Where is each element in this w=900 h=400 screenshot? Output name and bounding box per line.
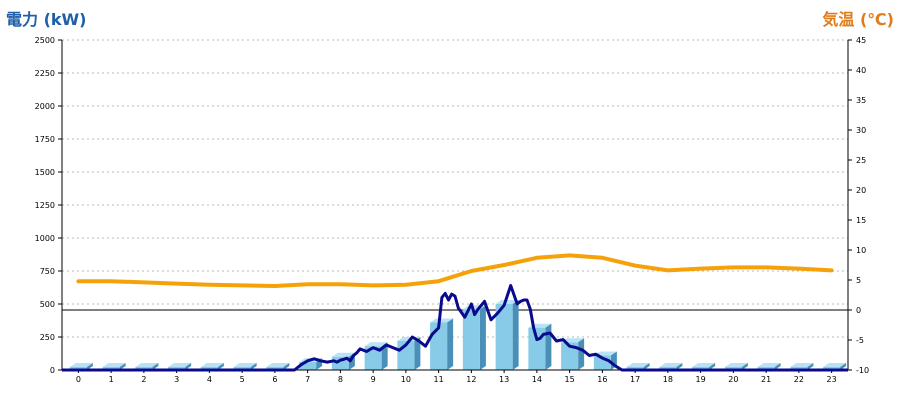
y-tick-label: 250	[40, 333, 55, 342]
bar-top	[430, 318, 454, 323]
x-tick-label: 16	[597, 375, 607, 384]
x-tick-label: 15	[565, 375, 575, 384]
y-tick-label: 2000	[35, 102, 55, 111]
x-tick-label: 4	[207, 375, 212, 384]
x-tick-label: 6	[272, 375, 277, 384]
x-tick-label: 20	[728, 375, 738, 384]
bar-side	[479, 305, 486, 370]
bar	[430, 322, 448, 370]
bar-side	[217, 363, 224, 370]
bar-top	[69, 363, 93, 367]
y2-tick-label: 30	[856, 126, 866, 135]
bar	[561, 342, 579, 370]
bar-top	[200, 363, 224, 367]
bar-top	[495, 300, 519, 304]
bar-top	[266, 363, 290, 367]
bar-side	[807, 363, 814, 370]
bar-side	[283, 363, 290, 370]
bar-side	[86, 363, 93, 370]
bar-side	[676, 363, 683, 370]
power-line	[62, 284, 848, 372]
x-tick-label: 7	[305, 375, 310, 384]
bar-side	[152, 363, 159, 370]
bar-side	[414, 336, 421, 370]
bar-side	[741, 363, 748, 370]
bar-side	[447, 318, 454, 370]
y2-tick-label: 40	[856, 66, 866, 75]
x-tick-label: 21	[761, 375, 771, 384]
x-tick-label: 8	[338, 375, 343, 384]
y-tick-label: 1250	[35, 201, 55, 210]
bar-top	[626, 363, 650, 367]
y2-tick-label: 35	[856, 96, 866, 105]
y-tick-label: 1000	[35, 234, 55, 243]
bar-side	[774, 363, 781, 370]
x-tick-label: 18	[663, 375, 673, 384]
x-tick-label: 1	[109, 375, 114, 384]
y2-tick-label: 45	[856, 36, 866, 45]
bar	[462, 309, 480, 370]
y-tick-label: 500	[40, 300, 55, 309]
y-axis-title-left: 電力 (kW)	[6, 10, 87, 29]
bar-side	[512, 300, 519, 370]
x-tick-label: 2	[141, 375, 146, 384]
y2-tick-label: -10	[856, 366, 869, 375]
bar	[495, 304, 513, 370]
bar-side	[545, 323, 552, 370]
bar-top	[331, 352, 355, 357]
y2-tick-label: 20	[856, 186, 866, 195]
x-tick-label: 19	[696, 375, 706, 384]
y2-tick-label: 10	[856, 246, 866, 255]
x-tick-label: 10	[401, 375, 411, 384]
y-tick-label: 2250	[35, 69, 55, 78]
bar-side	[185, 363, 192, 370]
bar-top	[102, 363, 126, 367]
y2-tick-label: 5	[856, 276, 861, 285]
bar	[364, 346, 382, 370]
bar-top	[561, 338, 585, 343]
x-tick-label: 23	[827, 375, 837, 384]
bar-side	[840, 363, 847, 370]
y2-tick-label: 25	[856, 156, 866, 165]
x-tick-label: 12	[466, 375, 476, 384]
x-tick-label: 22	[794, 375, 804, 384]
y2-tick-label: 15	[856, 216, 866, 225]
bar-top	[168, 363, 192, 367]
y-tick-label: 0	[50, 366, 55, 375]
bar-top	[757, 363, 781, 367]
x-tick-label: 0	[76, 375, 81, 384]
bar-top	[364, 342, 388, 347]
x-tick-label: 9	[371, 375, 376, 384]
y-axis-title-right: 気温 (℃)	[822, 10, 894, 29]
y2-tick-label: -5	[856, 336, 864, 345]
bar-top	[135, 363, 159, 367]
x-tick-label: 5	[240, 375, 245, 384]
bar-side	[119, 363, 126, 370]
x-tick-label: 14	[532, 375, 542, 384]
bar-top	[790, 363, 814, 367]
x-tick-label: 17	[630, 375, 640, 384]
bar-top	[724, 363, 748, 367]
x-tick-label: 11	[434, 375, 444, 384]
bar	[299, 362, 317, 370]
bar-top	[593, 351, 617, 356]
y-tick-label: 1500	[35, 168, 55, 177]
y-tick-label: 1750	[35, 135, 55, 144]
bar-top	[823, 363, 847, 367]
x-tick-label: 3	[174, 375, 179, 384]
bar-side	[250, 363, 257, 370]
bar-top	[692, 363, 716, 367]
x-tick-label: 13	[499, 375, 509, 384]
bar-side	[643, 363, 650, 370]
bar-side	[709, 363, 716, 370]
bar-top	[659, 363, 683, 367]
y-tick-label: 750	[40, 267, 55, 276]
y2-tick-label: 0	[856, 306, 861, 315]
bar-side	[578, 338, 585, 370]
bar-top	[233, 363, 257, 367]
y-tick-label: 2500	[35, 36, 55, 45]
temperature-line	[76, 253, 834, 288]
